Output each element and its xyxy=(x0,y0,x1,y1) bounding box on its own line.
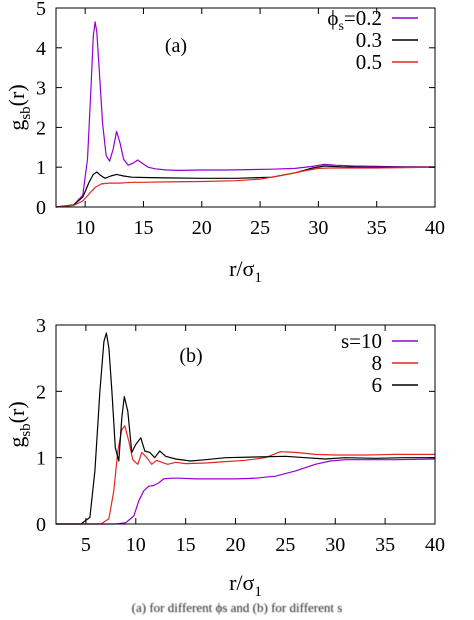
legend-label-1: 0.3 xyxy=(356,28,382,52)
x-tick-label: 20 xyxy=(192,217,212,239)
y-axis-label: gsb(r) xyxy=(4,401,34,447)
y-tick-label: 0 xyxy=(36,197,46,219)
y-axis-label-tail: (r) xyxy=(4,84,29,106)
x-axis-label: r/σ1 xyxy=(229,570,262,600)
legend-label-0: ϕs=0.2 xyxy=(327,6,382,34)
legend-label-0: s=10 xyxy=(341,329,382,353)
x-tick-label: 25 xyxy=(250,217,270,239)
legend-label-2: 6 xyxy=(372,373,383,397)
x-tick-label: 10 xyxy=(75,217,95,239)
x-tick-label: 15 xyxy=(133,217,153,239)
panel-label: (a) xyxy=(165,35,187,57)
y-tick-label: 2 xyxy=(36,117,46,139)
series-line-1 xyxy=(55,165,435,208)
x-tick-label: 35 xyxy=(375,534,395,556)
legend-label-tail: =0.2 xyxy=(344,6,382,30)
x-tick-label: 5 xyxy=(81,534,91,556)
y-tick-label: 1 xyxy=(36,157,46,179)
legend-label-main: ϕ xyxy=(327,6,338,30)
x-axis-label-sub: 1 xyxy=(254,584,262,600)
y-axis-label-main: g xyxy=(4,437,29,448)
y-tick-label: 3 xyxy=(36,315,46,337)
y-tick-label: 3 xyxy=(36,78,46,100)
y-axis-label-main: g xyxy=(4,120,29,131)
x-tick-label: 20 xyxy=(226,534,246,556)
figure: 10 15 20 25 30 35 40012345r/σ1gsb(r)(a)ϕs=0.20… xyxy=(4,0,445,600)
x-tick-label: 30 xyxy=(325,534,345,556)
x-axis-label-main: r/σ xyxy=(229,570,254,595)
y-tick-label: 1 xyxy=(36,448,46,470)
panel-a: 10 15 20 25 30 35 40012345r/σ1gsb(r)(a)ϕs=0.20… xyxy=(4,0,445,286)
plot-frame xyxy=(55,324,436,525)
x-tick-label: 40 xyxy=(425,217,445,239)
series-line-2 xyxy=(55,166,436,208)
x-axis-label: r/σ1 xyxy=(229,256,262,286)
x-tick-label: 40 xyxy=(425,534,445,556)
legend-label-1: 8 xyxy=(372,351,383,375)
y-tick-label: 5 xyxy=(36,0,46,20)
x-tick-label: 10 xyxy=(126,534,146,556)
y-tick-label: 0 xyxy=(36,514,46,536)
panel-label: (b) xyxy=(179,345,202,367)
legend-label-sub: s xyxy=(338,19,343,34)
x-tick-label: 35 xyxy=(367,217,387,239)
x-tick-label: 25 xyxy=(275,534,295,556)
legend-label-2: 0.5 xyxy=(356,50,382,74)
x-axis-label-sub: 1 xyxy=(254,270,262,286)
y-axis-label-sub: sb xyxy=(18,106,34,119)
series-line-0 xyxy=(55,21,435,208)
y-axis-label: gsb(r) xyxy=(4,84,34,130)
series-line-2 xyxy=(56,332,435,525)
figure-caption: (a) for different ϕs and (b) for differe… xyxy=(131,600,343,615)
series-line-0 xyxy=(56,458,436,525)
x-axis-label-main: r/σ xyxy=(229,256,254,281)
x-tick-label: 30 xyxy=(308,217,328,239)
y-tick-label: 4 xyxy=(36,38,46,60)
series-line-1 xyxy=(56,425,435,525)
y-axis-label-sub: sb xyxy=(18,423,34,436)
plot-frame xyxy=(55,7,436,208)
x-tick-label: 15 xyxy=(176,534,196,556)
y-tick-label: 2 xyxy=(36,381,46,403)
y-axis-label-tail: (r) xyxy=(4,401,29,423)
